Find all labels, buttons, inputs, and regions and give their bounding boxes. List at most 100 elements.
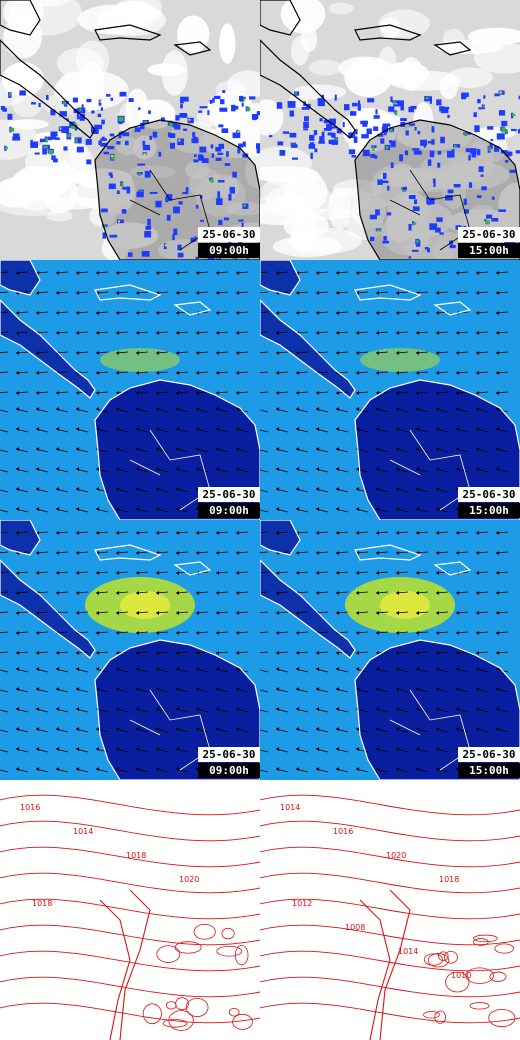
wind-arrow-head (76, 571, 79, 575)
convection-cell (195, 256, 200, 260)
wind-arrow-head (416, 331, 419, 335)
convection-cell (437, 150, 442, 155)
convection-core (501, 127, 506, 133)
convection-cell (431, 139, 435, 145)
convection-cell (362, 149, 370, 157)
wind-arrow-head (96, 467, 99, 471)
convection-core (137, 173, 141, 176)
isobar (0, 950, 260, 972)
wind-arrow-head (276, 611, 279, 615)
wind-arrow-head (176, 311, 179, 315)
convection-cell (76, 112, 80, 120)
convection-core (485, 220, 490, 225)
wind-arrow-head (436, 747, 439, 751)
wind-arrow-head (396, 747, 399, 751)
convection-cell (491, 196, 495, 200)
wind-arrow-head (136, 591, 139, 595)
convection-cell (361, 134, 369, 139)
wind-arrow-head (196, 371, 199, 375)
convection-cell (110, 97, 114, 101)
wind-arrow-head (16, 747, 19, 751)
wind-arrow-head (16, 311, 19, 315)
wind-arrow-head (276, 651, 279, 655)
coastline (0, 299, 96, 399)
isobar-loop (473, 934, 498, 943)
convection-cell (309, 134, 315, 141)
wind-arrow-head (276, 667, 279, 671)
convection-cell (221, 128, 229, 133)
convection-peak (499, 91, 502, 94)
wind-arrow-head (336, 667, 339, 671)
convection-cell (427, 248, 431, 253)
wind-arrow-head (56, 767, 59, 771)
convection-cell (424, 247, 429, 250)
convection-cell (328, 139, 333, 145)
wind-arrow-head (196, 407, 199, 411)
wind-arrow-head (16, 407, 19, 411)
convection-cell (289, 110, 295, 117)
wind-arrow-head (216, 391, 219, 395)
wind-arrow-head (156, 767, 159, 771)
convection-peak (99, 100, 102, 103)
wind-arrow-head (496, 331, 499, 335)
wind-arrow (0, 489, 9, 493)
wind-arrow-head (56, 391, 59, 395)
wind-arrow-head (476, 611, 479, 615)
wind-arrow-head (416, 391, 419, 395)
wind-arrow-head (316, 707, 319, 711)
wind-arrow-head (96, 667, 99, 671)
convection-cell (238, 143, 244, 148)
convection-cell (222, 90, 226, 93)
convection-cell (374, 155, 378, 159)
convection-core (389, 128, 393, 133)
wind-arrow-head (336, 271, 339, 275)
pressure-panel-right: 1014 1016 1020 1018 1012 1008 1014 1010 (260, 780, 520, 1040)
wind-arrow-head (296, 487, 299, 491)
convection-cell (100, 142, 108, 147)
wind-arrow-head (36, 767, 39, 771)
wind-arrow-head (156, 591, 159, 595)
wind-arrow-head (336, 591, 339, 595)
isobar-label: 1018 (32, 899, 52, 908)
coastline (94, 284, 162, 301)
isobar (0, 1002, 260, 1024)
wind-arrow-head (336, 611, 339, 615)
wind-arrow-head (216, 311, 219, 315)
convection-cell (194, 236, 197, 242)
wind-arrow-head (376, 631, 379, 635)
wind-arrow-head (296, 667, 299, 671)
wind-arrow-head (436, 631, 439, 635)
wind-arrow-head (176, 687, 179, 691)
wind-arrow-head (116, 551, 119, 555)
convection-cell (173, 228, 178, 236)
convection-cell (289, 132, 297, 138)
convection-cell (51, 132, 56, 140)
wind-arrow-head (136, 331, 139, 335)
convection-cell (301, 107, 310, 110)
convection-core (111, 154, 115, 160)
convection-cell (241, 222, 244, 229)
wind-maximum (100, 348, 180, 372)
wind-arrow-head (176, 591, 179, 595)
wind-arrow-head (96, 571, 99, 575)
convection-cell (375, 109, 378, 115)
wind-arrow-head (176, 331, 179, 335)
convection-cell (423, 142, 426, 148)
wind-arrow-head (156, 487, 159, 491)
convection-cell (408, 224, 412, 231)
convection-cell (445, 195, 453, 201)
convection-cell (399, 154, 404, 162)
wind-arrow-head (116, 331, 119, 335)
wind-arrow-head (396, 591, 399, 595)
convection-cell (314, 148, 318, 153)
wind-arrow-head (116, 311, 119, 315)
convection-cell (373, 126, 379, 131)
wind-arrow-head (16, 667, 19, 671)
wind-arrow-head (56, 727, 59, 731)
convection-cell (215, 157, 222, 161)
convection-cell (489, 143, 493, 149)
convection-cell (39, 138, 48, 143)
wind-arrow (0, 631, 9, 634)
convection-cell (373, 115, 380, 119)
wind-arrow-head (316, 311, 319, 315)
